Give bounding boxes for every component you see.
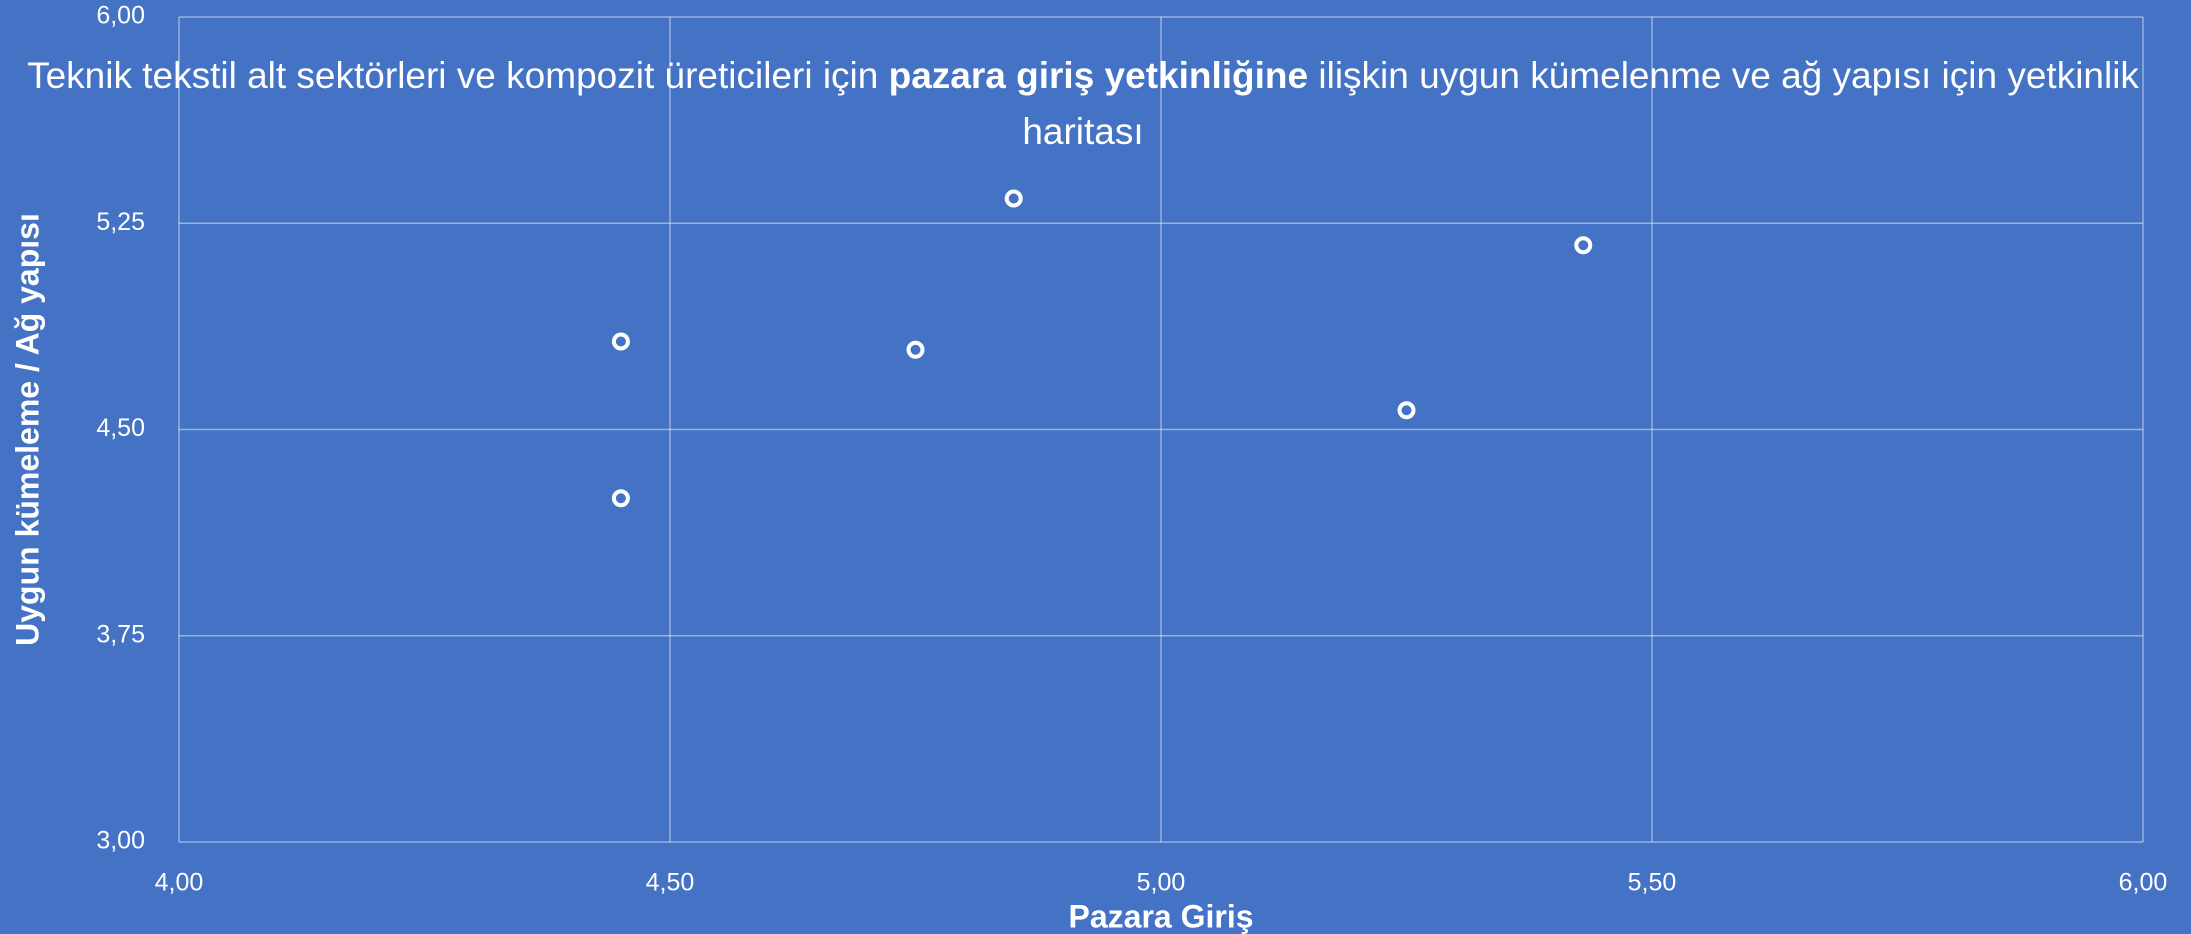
point <box>611 332 630 351</box>
title-part: ilişkin uygun kümelenme ve ağ yapısı içi… <box>1022 55 2139 152</box>
point <box>906 340 925 359</box>
x-tick-label: 5,00 <box>1137 869 1186 897</box>
y-tick-label: 5,25 <box>96 208 145 236</box>
x-tick-label: 5,50 <box>1628 869 1677 897</box>
title-part: pazara giriş yetkinliğine <box>888 55 1309 96</box>
x-tick-label: 4,50 <box>646 869 695 897</box>
x-tick-label: 4,00 <box>155 869 204 897</box>
point <box>1574 236 1593 255</box>
point <box>1397 401 1416 420</box>
x-axis-title: Pazara Giriş <box>1069 898 1254 934</box>
y-tick-label: 6,00 <box>96 2 145 30</box>
point <box>1004 189 1023 208</box>
y-tick-label: 3,75 <box>96 620 145 648</box>
chart-title: Teknik tekstil alt sektörleri ve kompozi… <box>8 48 2158 160</box>
point <box>611 489 630 508</box>
y-tick-label: 4,50 <box>96 414 145 442</box>
x-tick-label: 6,00 <box>2119 869 2168 897</box>
title-part: Teknik tekstil alt sektörleri ve kompozi… <box>27 55 889 96</box>
y-tick-label: 3,00 <box>96 827 145 855</box>
y-axis-title: Uygun kümeleme / Ağ yapısı <box>9 213 45 646</box>
